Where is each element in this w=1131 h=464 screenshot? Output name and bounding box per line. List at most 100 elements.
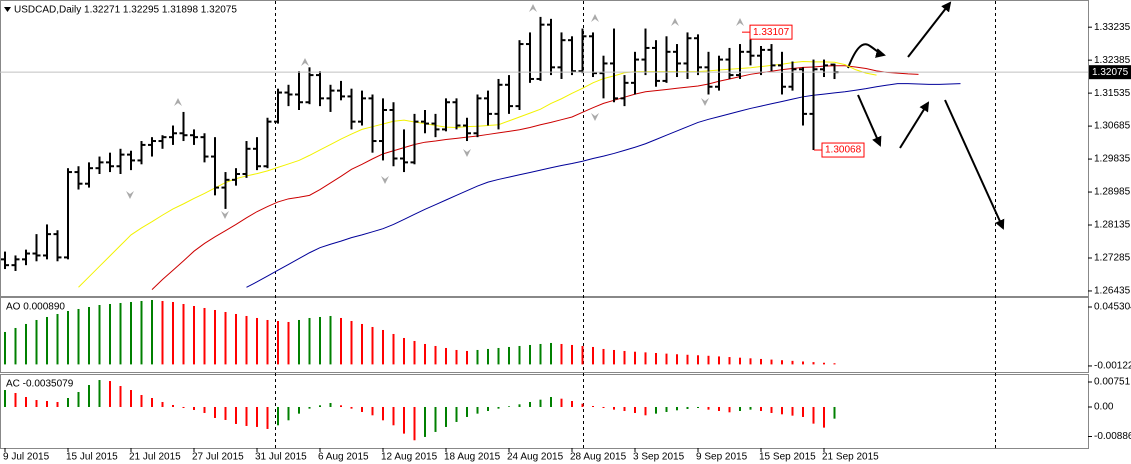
histogram-bar: [833, 363, 836, 365]
histogram-bar: [319, 405, 321, 407]
histogram-bar: [644, 352, 647, 365]
histogram-bar: [109, 303, 111, 365]
histogram-bar: [718, 406, 720, 411]
histogram-bar: [539, 399, 542, 407]
histogram-bar: [749, 358, 752, 365]
histogram-bar: [182, 303, 185, 365]
histogram-bar: [392, 406, 395, 426]
histogram-bar: [791, 360, 794, 365]
histogram-bar: [560, 398, 563, 407]
histogram-bar: [350, 320, 353, 365]
histogram-bar: [676, 406, 678, 411]
histogram-bar: [277, 406, 279, 426]
chart-title: USDCAD,Daily 1.32271 1.32295 1.31898 1.3…: [14, 5, 237, 16]
histogram-bar: [214, 309, 216, 365]
histogram-bar: [329, 315, 332, 365]
histogram-bar: [382, 329, 384, 365]
histogram-bar: [823, 362, 825, 365]
histogram-bar: [329, 402, 332, 407]
histogram-bar: [298, 406, 300, 414]
menu-triangle: [4, 7, 11, 12]
ac-title: AC -0.0035079: [6, 379, 74, 390]
histogram-bar: [634, 406, 636, 413]
histogram-bar: [56, 401, 59, 407]
histogram-bar: [592, 346, 594, 365]
x-tick-label: 21 Sep 2015: [822, 452, 879, 463]
histogram-bar: [287, 406, 290, 421]
histogram-bar: [35, 319, 38, 365]
histogram-bar: [56, 313, 59, 365]
histogram-bar: [224, 406, 227, 420]
histogram-bar: [497, 347, 500, 365]
histogram-bar: [466, 406, 468, 417]
histogram-bar: [413, 406, 416, 441]
histogram-bar: [571, 344, 573, 365]
x-tick-label: 9 Jul 2015: [3, 452, 50, 463]
x-tick-label: 9 Sep 2015: [696, 452, 748, 463]
histogram-bar: [109, 381, 111, 407]
histogram-bar: [602, 406, 605, 408]
histogram-bar: [781, 360, 783, 365]
x-tick-label: 28 Aug 2015: [570, 452, 627, 463]
y-tick-label: 0.00: [1094, 402, 1114, 413]
histogram-bar: [46, 316, 48, 365]
histogram-bar: [707, 406, 710, 410]
price-label: 1.33107: [753, 27, 790, 38]
histogram-bar: [77, 392, 80, 407]
x-tick-label: 15 Sep 2015: [759, 452, 816, 463]
y-tick-label: -0.008866: [1094, 431, 1131, 442]
histogram-bar: [266, 319, 269, 365]
histogram-bar: [728, 357, 731, 365]
histogram-bar: [445, 406, 447, 427]
histogram-bar: [739, 406, 741, 411]
histogram-bar: [46, 400, 48, 407]
histogram-bar: [151, 299, 153, 365]
histogram-bar: [529, 344, 531, 365]
histogram-bar: [361, 323, 363, 365]
last-price-label: 1.32075: [1092, 67, 1129, 78]
histogram-bar: [424, 343, 426, 365]
histogram-bar: [539, 343, 542, 365]
histogram-bar: [245, 315, 248, 365]
histogram-bar: [172, 404, 174, 407]
histogram-bar: [665, 353, 668, 365]
histogram-bar: [623, 406, 626, 411]
histogram-bar: [4, 331, 6, 365]
histogram-bar: [770, 406, 773, 413]
x-tick-label: 6 Aug 2015: [318, 452, 369, 463]
histogram-bar: [277, 320, 279, 365]
histogram-bar: [88, 306, 90, 365]
histogram-bar: [529, 401, 531, 407]
histogram-bar: [130, 301, 132, 365]
x-tick-label: 18 Aug 2015: [444, 452, 501, 463]
histogram-bar: [434, 406, 437, 432]
histogram-bar: [581, 403, 584, 407]
histogram-bar: [340, 317, 342, 365]
histogram-bar: [392, 333, 395, 365]
x-tick-label: 15 Jul 2015: [66, 452, 118, 463]
histogram-bar: [130, 390, 132, 407]
histogram-bar: [287, 321, 290, 365]
histogram-bar: [487, 406, 489, 411]
histogram-bar: [403, 337, 405, 365]
histogram-bar: [455, 349, 458, 365]
histogram-bar: [35, 399, 38, 407]
histogram-bar: [371, 406, 374, 416]
x-tick-label: 12 Aug 2015: [381, 452, 438, 463]
histogram-bar: [382, 406, 384, 421]
histogram-bar: [214, 406, 216, 418]
histogram-bar: [760, 406, 762, 411]
histogram-bar: [655, 406, 657, 414]
histogram-bar: [770, 359, 773, 365]
histogram-bar: [760, 358, 762, 365]
histogram-bar: [235, 406, 237, 424]
price-label: 1.30068: [825, 145, 862, 156]
histogram-bar: [371, 326, 374, 365]
histogram-bar: [424, 406, 426, 437]
histogram-bar: [812, 406, 815, 424]
histogram-bar: [676, 354, 678, 365]
histogram-bar: [508, 406, 510, 407]
histogram-bar: [319, 316, 321, 365]
y-tick-label: 1.29835: [1094, 154, 1131, 165]
histogram-bar: [487, 348, 489, 365]
